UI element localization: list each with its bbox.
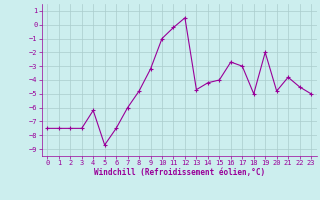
X-axis label: Windchill (Refroidissement éolien,°C): Windchill (Refroidissement éolien,°C)	[94, 168, 265, 177]
